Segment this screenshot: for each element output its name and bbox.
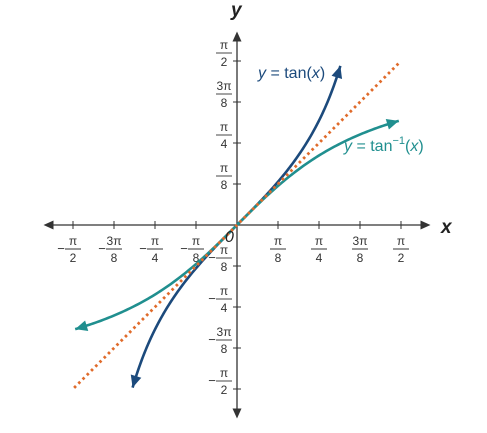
y-tick-label-5: π4 — [216, 120, 232, 151]
x-axis-arrow-right — [420, 220, 431, 230]
x-tick-label-5: π4 — [311, 234, 328, 265]
x-tick-label-0-numerator: π — [69, 234, 77, 248]
x-tick-label-1-numerator: 3π — [107, 234, 122, 248]
tan-label-y: y — [257, 65, 267, 82]
y-tick-label-1-denominator: 8 — [221, 342, 228, 356]
x-tick-label-7-denominator: 2 — [398, 251, 405, 265]
tan-label-eq: = tan( — [266, 65, 312, 82]
atan-label-sup: −1 — [392, 135, 405, 147]
x-axis-label: x — [440, 217, 453, 238]
atan-label-close: ) — [418, 138, 423, 155]
y-tick-label-3-minus: − — [208, 250, 216, 265]
y-axis-arrow-up — [232, 31, 242, 42]
x-tick-label-4-denominator: 8 — [275, 251, 282, 265]
x-tick-label-2: π 4− — [139, 234, 163, 265]
y-tick-label-0-numerator: π — [220, 366, 228, 380]
y-tick-label-2-denominator: 4 — [221, 301, 228, 315]
x-tick-label-0: π 2− — [57, 234, 81, 265]
y-axis-arrow-down — [232, 408, 242, 419]
y-tick-label-2-numerator: π — [220, 284, 228, 298]
y-tick-label-0-minus: − — [208, 373, 216, 388]
y-tick-label-5-denominator: 4 — [221, 137, 228, 151]
y-tick-label-4-denominator: 8 — [221, 178, 228, 192]
tan-curve-label: y = tan(x) — [257, 65, 325, 82]
ticks: π2−π2−3π8−3π8−π4−π4−π8− π8−π8π8π4π43π83π8… — [57, 38, 410, 397]
y-tick-label-4-numerator: π — [220, 161, 228, 175]
x-tick-label-0-denominator: 2 — [70, 251, 77, 265]
tan-label-close: ) — [320, 65, 325, 82]
atan-label-y: y — [343, 138, 353, 155]
x-tick-label-7: π2 — [393, 234, 410, 265]
x-tick-label-2-denominator: 4 — [152, 251, 159, 265]
x-tick-label-2-numerator: π — [151, 234, 159, 248]
series-identity-line — [73, 61, 401, 389]
tan-label-x: x — [311, 65, 321, 82]
x-tick-label-4: π8 — [270, 234, 287, 265]
x-tick-label-4-numerator: π — [274, 234, 282, 248]
y-tick-label-7-denominator: 2 — [221, 55, 228, 69]
atan-label-open: ( — [405, 138, 411, 155]
x-tick-label-1-denominator: 8 — [111, 251, 118, 265]
x-tick-label-3-denominator: 8 — [193, 251, 200, 265]
atan-label-eq: = tan — [352, 138, 392, 155]
series-atan-arrow-start — [75, 320, 89, 332]
x-tick-label-5-numerator: π — [315, 234, 323, 248]
x-tick-label-7-numerator: π — [397, 234, 405, 248]
y-tick-label-5-numerator: π — [220, 120, 228, 134]
series-tan-arrow-start — [130, 374, 142, 388]
y-tick-label-1-numerator: 3π — [217, 325, 232, 339]
x-tick-label-3: π 8− — [180, 234, 204, 265]
y-tick-label-7-numerator: π — [220, 38, 228, 52]
y-tick-label-3-numerator: π — [220, 243, 228, 257]
series-tan-arrow-end — [331, 65, 343, 80]
y-tick-label-6-numerator: 3π — [217, 79, 232, 93]
x-tick-label-5-denominator: 4 — [316, 251, 323, 265]
y-tick-label-6-denominator: 8 — [221, 96, 228, 110]
x-tick-label-1-minus: − — [98, 241, 106, 256]
x-tick-label-6-numerator: 3π — [353, 234, 368, 248]
y-tick-label-1-minus: − — [208, 332, 216, 347]
y-tick-label-3-denominator: 8 — [221, 260, 228, 274]
y-tick-label-1: 3π 8− — [208, 325, 232, 356]
y-tick-label-2-minus: − — [208, 291, 216, 306]
x-tick-label-6-denominator: 8 — [357, 251, 364, 265]
x-tick-label-0-minus: − — [57, 241, 65, 256]
y-tick-label-7: π2 — [216, 38, 232, 69]
x-tick-label-6: 3π8 — [352, 234, 369, 265]
atan-label-x: x — [409, 138, 419, 155]
origin-label: 0 — [225, 229, 234, 246]
x-axis-arrow-left — [43, 220, 54, 230]
x-tick-label-3-minus: − — [180, 241, 188, 256]
y-axis-label: y — [230, 0, 243, 21]
y-tick-label-2: π 4− — [208, 284, 232, 315]
atan-curve-label: y = tan−1(x) — [343, 135, 424, 155]
y-tick-label-0-denominator: 2 — [221, 383, 228, 397]
series-atan-arrow-end — [385, 118, 399, 130]
y-tick-label-3: π 8− — [208, 243, 232, 274]
x-tick-label-3-numerator: π — [192, 234, 200, 248]
y-tick-label-6: 3π8 — [216, 79, 232, 110]
series — [73, 61, 401, 389]
x-tick-label-2-minus: − — [139, 241, 147, 256]
y-tick-label-4: π8 — [216, 161, 232, 192]
y-tick-label-0: π 2− — [208, 366, 232, 397]
x-tick-label-1: 3π 8− — [98, 234, 122, 265]
